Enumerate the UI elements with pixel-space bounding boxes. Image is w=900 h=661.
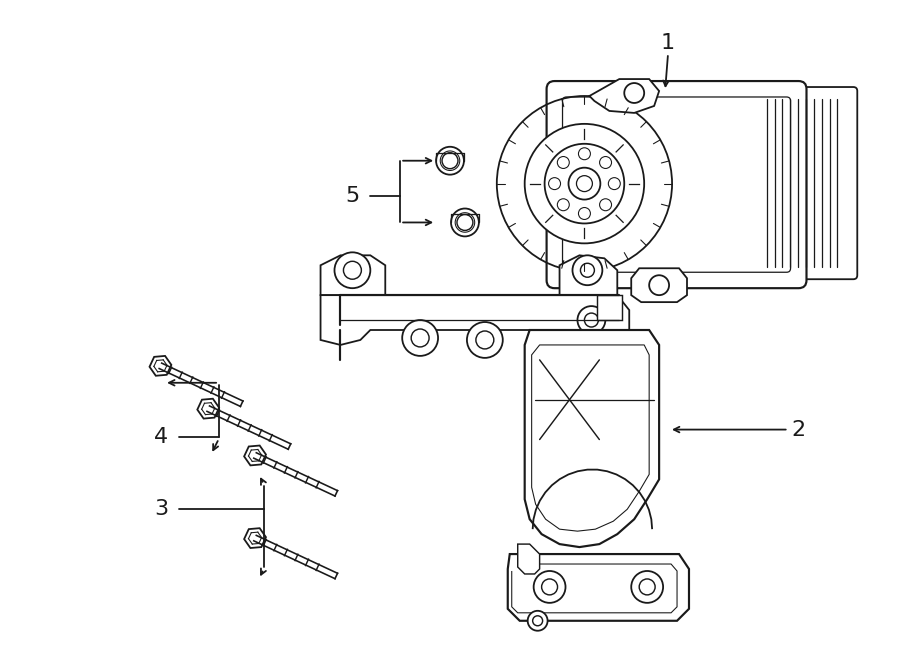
Circle shape [631,571,663,603]
Circle shape [578,306,606,334]
Polygon shape [525,330,659,547]
Polygon shape [560,255,617,295]
Circle shape [335,253,370,288]
FancyBboxPatch shape [598,295,622,320]
Polygon shape [320,255,385,295]
Circle shape [527,611,547,631]
Circle shape [436,147,464,175]
Circle shape [569,168,600,200]
Polygon shape [518,544,540,574]
Circle shape [525,124,644,243]
Text: 3: 3 [154,499,168,520]
Text: 1: 1 [661,33,675,54]
FancyBboxPatch shape [546,81,806,288]
Polygon shape [508,554,689,621]
Circle shape [451,208,479,237]
Text: 2: 2 [791,420,806,440]
Polygon shape [320,295,629,360]
Polygon shape [244,528,266,548]
Polygon shape [244,446,266,465]
Circle shape [534,571,565,603]
Polygon shape [149,356,171,375]
Circle shape [572,255,602,285]
Polygon shape [590,79,659,113]
Text: 4: 4 [154,426,168,447]
Text: 5: 5 [346,186,359,206]
FancyBboxPatch shape [755,87,858,279]
Circle shape [467,322,503,358]
Circle shape [402,320,438,356]
Polygon shape [631,268,687,302]
Polygon shape [197,399,219,418]
Circle shape [544,144,625,223]
